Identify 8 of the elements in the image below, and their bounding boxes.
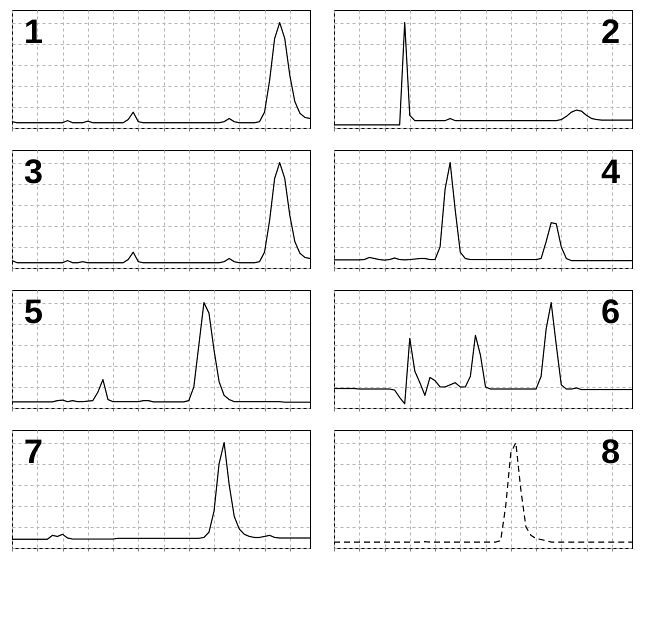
annotation: 8 (601, 433, 620, 471)
annotation: 3 (24, 153, 43, 191)
annotation: 7 (24, 433, 43, 471)
annotation: 2 (601, 13, 620, 51)
annotation: 1 (24, 13, 43, 51)
annotation: 6 (601, 293, 620, 331)
annotation: 5 (24, 293, 43, 331)
annotation: 4 (601, 153, 620, 191)
